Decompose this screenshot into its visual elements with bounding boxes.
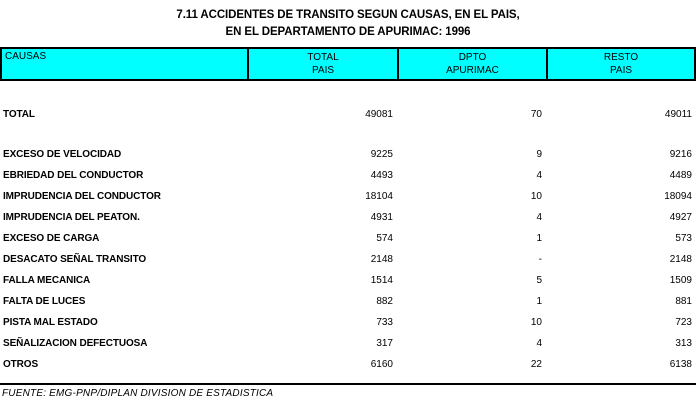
table-row: PISTA MAL ESTADO 733 10 723: [0, 312, 696, 333]
causa-cell: FALTA DE LUCES: [3, 296, 86, 307]
resto-pais-cell: 9216: [669, 149, 692, 160]
total-pais-cell: 4493: [370, 170, 393, 181]
total-pais-cell: 1514: [370, 275, 393, 286]
table-row: EXCESO DE VELOCIDAD 9225 9 9216: [0, 144, 696, 165]
total-pais-cell: 6160: [370, 359, 393, 370]
total-pais-cell: 574: [376, 233, 393, 244]
table-row-total: TOTAL 49081 70 49011: [0, 104, 696, 125]
total-pais-cell: 9225: [370, 149, 393, 160]
column-header-dpto-apurimac-line-1: DPTO: [458, 52, 487, 63]
column-header-resto-pais: RESTO PAIS: [546, 49, 694, 79]
dpto-apurimac-cell: 4: [536, 212, 542, 223]
causa-cell: EBRIEDAD DEL CONDUCTOR: [3, 170, 144, 181]
column-header-causas: CAUSAS: [5, 51, 47, 62]
column-header-dpto-apurimac: DPTO APURIMAC: [397, 49, 546, 79]
column-header-total-pais-line-2: PAIS: [311, 65, 335, 76]
resto-pais-cell: 881: [675, 296, 692, 307]
causa-cell: OTROS: [3, 359, 39, 370]
table-row: FALTA DE LUCES 882 1 881: [0, 291, 696, 312]
dpto-apurimac-cell: 1: [536, 296, 542, 307]
page-title-line-2: EN EL DEPARTAMENTO DE APURIMAC: 1996: [225, 26, 471, 38]
total-pais-cell: 49081: [365, 109, 393, 120]
causa-cell: PISTA MAL ESTADO: [3, 317, 98, 328]
resto-pais-cell: 49011: [664, 109, 692, 120]
total-pais-cell: 4931: [370, 212, 393, 223]
page-title: 7.11 ACCIDENTES DE TRANSITO SEGUN CAUSAS…: [0, 0, 696, 41]
table-row: EBRIEDAD DEL CONDUCTOR 4493 4 4489: [0, 165, 696, 186]
table-row: OTROS 6160 22 6138: [0, 354, 696, 375]
resto-pais-cell: 723: [675, 317, 692, 328]
causa-cell: DESACATO SEÑAL TRANSITO: [3, 254, 147, 265]
resto-pais-cell: 573: [675, 233, 692, 244]
total-pais-cell: 317: [376, 338, 393, 349]
dpto-apurimac-cell: 1: [536, 233, 542, 244]
dpto-apurimac-cell: 22: [530, 359, 542, 370]
table-body: TOTAL 49081 70 49011 EXCESO DE VELOCIDAD…: [0, 104, 696, 375]
column-header-dpto-apurimac-line-2: APURIMAC: [446, 65, 499, 76]
source-note: FUENTE: EMG-PNP/DIPLAN DIVISION DE ESTAD…: [2, 388, 274, 399]
table-row: DESACATO SEÑAL TRANSITO 2148 - 2148: [0, 249, 696, 270]
footer-divider: [0, 383, 696, 385]
dpto-apurimac-cell: 10: [530, 191, 542, 202]
resto-pais-cell: 313: [675, 338, 692, 349]
causa-cell: SEÑALIZACION DEFECTUOSA: [3, 338, 148, 349]
table-row: IMPRUDENCIA DEL CONDUCTOR 18104 10 18094: [0, 186, 696, 207]
dpto-apurimac-cell: -: [538, 254, 542, 265]
dpto-apurimac-cell: 10: [530, 317, 542, 328]
total-pais-cell: 18104: [365, 191, 393, 202]
causa-cell: IMPRUDENCIA DEL CONDUCTOR: [3, 191, 161, 202]
resto-pais-cell: 2148: [669, 254, 692, 265]
dpto-apurimac-cell: 70: [530, 109, 542, 120]
resto-pais-cell: 1509: [669, 275, 692, 286]
causa-cell: EXCESO DE VELOCIDAD: [3, 149, 122, 160]
page-title-line-1: 7.11 ACCIDENTES DE TRANSITO SEGUN CAUSAS…: [176, 9, 520, 21]
dpto-apurimac-cell: 5: [536, 275, 542, 286]
resto-pais-cell: 4927: [669, 212, 692, 223]
total-pais-cell: 882: [376, 296, 393, 307]
table-row: IMPRUDENCIA DEL PEATON. 4931 4 4927: [0, 207, 696, 228]
causa-cell: EXCESO DE CARGA: [3, 233, 100, 244]
column-header-resto-pais-line-2: PAIS: [609, 65, 633, 76]
column-header-total-pais-line-1: TOTAL: [307, 52, 339, 63]
causa-cell: FALLA MECANICA: [3, 275, 91, 286]
total-pais-cell: 2148: [370, 254, 393, 265]
dpto-apurimac-cell: 4: [536, 170, 542, 181]
resto-pais-cell: 18094: [664, 191, 692, 202]
column-header-resto-pais-line-1: RESTO: [603, 52, 639, 63]
total-pais-cell: 733: [376, 317, 393, 328]
resto-pais-cell: 4489: [669, 170, 692, 181]
causa-cell: IMPRUDENCIA DEL PEATON.: [3, 212, 140, 223]
table-row: EXCESO DE CARGA 574 1 573: [0, 228, 696, 249]
resto-pais-cell: 6138: [669, 359, 692, 370]
causa-cell: TOTAL: [3, 109, 35, 120]
table-row: FALLA MECANICA 1514 5 1509: [0, 270, 696, 291]
dpto-apurimac-cell: 4: [536, 338, 542, 349]
table-header-row: CAUSAS TOTAL PAIS DPTO APURIMAC RESTO PA…: [0, 47, 696, 81]
table-row: SEÑALIZACION DEFECTUOSA 317 4 313: [0, 333, 696, 354]
dpto-apurimac-cell: 9: [536, 149, 542, 160]
column-header-total-pais: TOTAL PAIS: [247, 49, 397, 79]
